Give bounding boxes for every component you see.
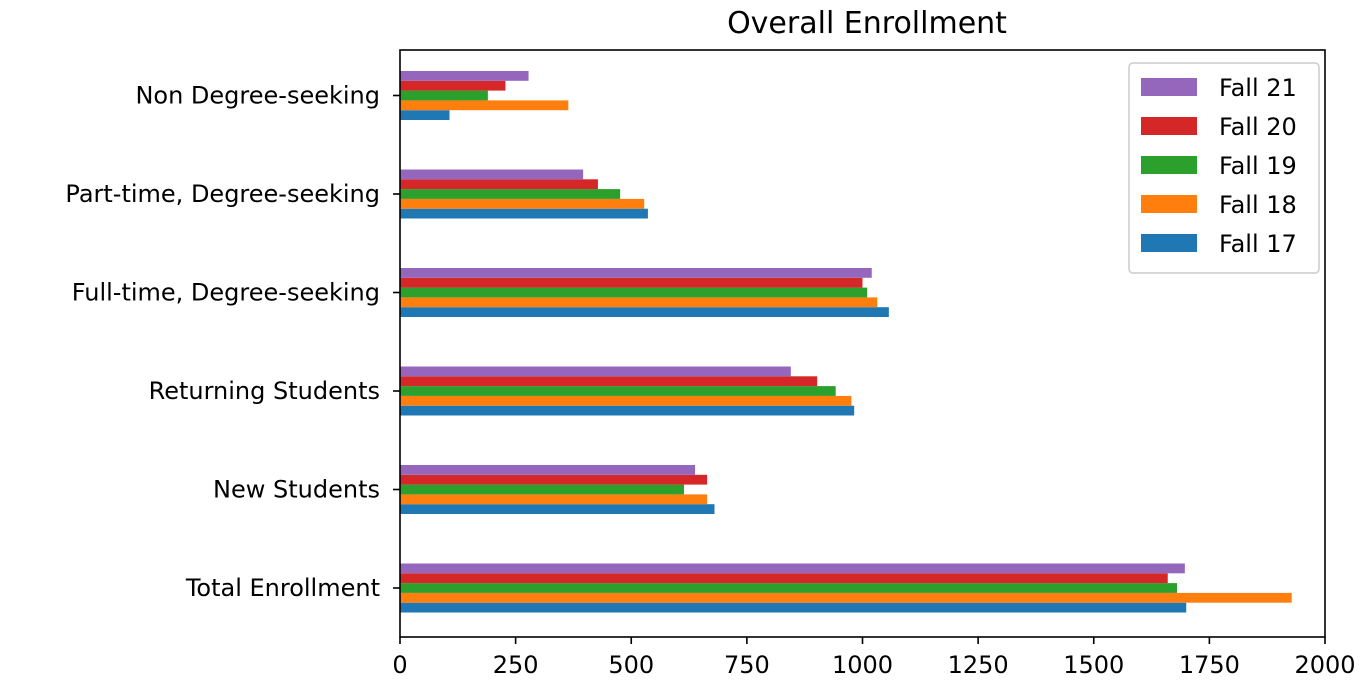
x-tick-label: 1750 xyxy=(1179,651,1240,679)
legend-label: Fall 17 xyxy=(1219,230,1297,258)
bar-fall-20-3 xyxy=(400,277,863,288)
bar-fall-17-0 xyxy=(400,602,1187,613)
x-tick-label: 1000 xyxy=(832,651,893,679)
bar-fall-20-0 xyxy=(400,573,1168,584)
legend-swatch-fall-17 xyxy=(1141,234,1197,252)
legend: Fall 21 Fall 20 Fall 19 Fall 18 Fall 17 xyxy=(1128,62,1320,274)
bar-fall-20-1 xyxy=(400,474,708,485)
bar-fall-18-2 xyxy=(400,395,852,406)
x-tick-label: 250 xyxy=(493,651,539,679)
legend-swatch-fall-19 xyxy=(1141,156,1197,174)
x-tick-label: 1500 xyxy=(1063,651,1124,679)
x-tick-label: 750 xyxy=(724,651,770,679)
legend-swatch-fall-20 xyxy=(1141,117,1197,135)
bar-fall-18-0 xyxy=(400,592,1292,603)
y-axis: Total Enrollment New Students Returning St… xyxy=(65,82,400,602)
bar-fall-21-1 xyxy=(400,465,696,475)
bar-fall-20-5 xyxy=(400,80,506,91)
y-tick-label: Part-time, Degree-seeking xyxy=(65,180,380,208)
bars-group xyxy=(400,71,1292,613)
bar-fall-17-3 xyxy=(400,307,889,317)
bar-fall-19-3 xyxy=(400,287,868,298)
chart-title: Overall Enrollment xyxy=(727,6,1007,41)
legend-label: Fall 20 xyxy=(1219,113,1297,141)
y-tick-label: Non Degree-seeking xyxy=(135,82,380,110)
legend-label: Fall 19 xyxy=(1219,152,1297,180)
x-tick-label: 1250 xyxy=(948,651,1009,679)
y-tick-label: Total Enrollment xyxy=(185,574,380,602)
legend-label: Fall 18 xyxy=(1219,191,1297,219)
bar-fall-17-1 xyxy=(400,504,715,514)
legend-swatch-fall-21 xyxy=(1141,78,1197,96)
bar-fall-21-2 xyxy=(400,366,791,377)
bar-fall-19-0 xyxy=(400,583,1177,593)
legend-frame xyxy=(1128,62,1320,274)
x-tick-label: 0 xyxy=(392,651,407,679)
bar-fall-18-1 xyxy=(400,494,708,505)
bar-fall-21-0 xyxy=(400,563,1185,574)
bar-fall-18-5 xyxy=(400,100,569,111)
legend-swatch-fall-18 xyxy=(1141,195,1197,213)
bar-fall-19-5 xyxy=(400,90,488,101)
x-tick-label: 500 xyxy=(608,651,654,679)
legend-label: Fall 21 xyxy=(1219,74,1297,102)
bar-fall-17-4 xyxy=(400,208,648,219)
bar-fall-20-4 xyxy=(400,179,598,190)
bar-fall-17-2 xyxy=(400,405,855,416)
bar-fall-21-5 xyxy=(400,71,529,81)
bar-fall-20-2 xyxy=(400,376,818,387)
y-tick-label: Returning Students xyxy=(149,377,380,405)
y-tick-label: Full-time, Degree-seeking xyxy=(72,279,380,307)
bar-fall-18-4 xyxy=(400,198,645,209)
bar-fall-19-4 xyxy=(400,189,621,199)
bar-fall-19-1 xyxy=(400,484,684,495)
x-tick-label: 2000 xyxy=(1294,651,1355,679)
bar-fall-19-2 xyxy=(400,386,836,396)
bar-fall-18-3 xyxy=(400,297,878,308)
bar-fall-21-4 xyxy=(400,169,584,180)
bar-fall-17-5 xyxy=(400,110,450,120)
x-axis: 0 250 500 750 1000 1250 1500 1750 2000 xyxy=(392,637,1356,679)
y-tick-label: New Students xyxy=(213,476,380,504)
bar-fall-21-3 xyxy=(400,268,872,278)
